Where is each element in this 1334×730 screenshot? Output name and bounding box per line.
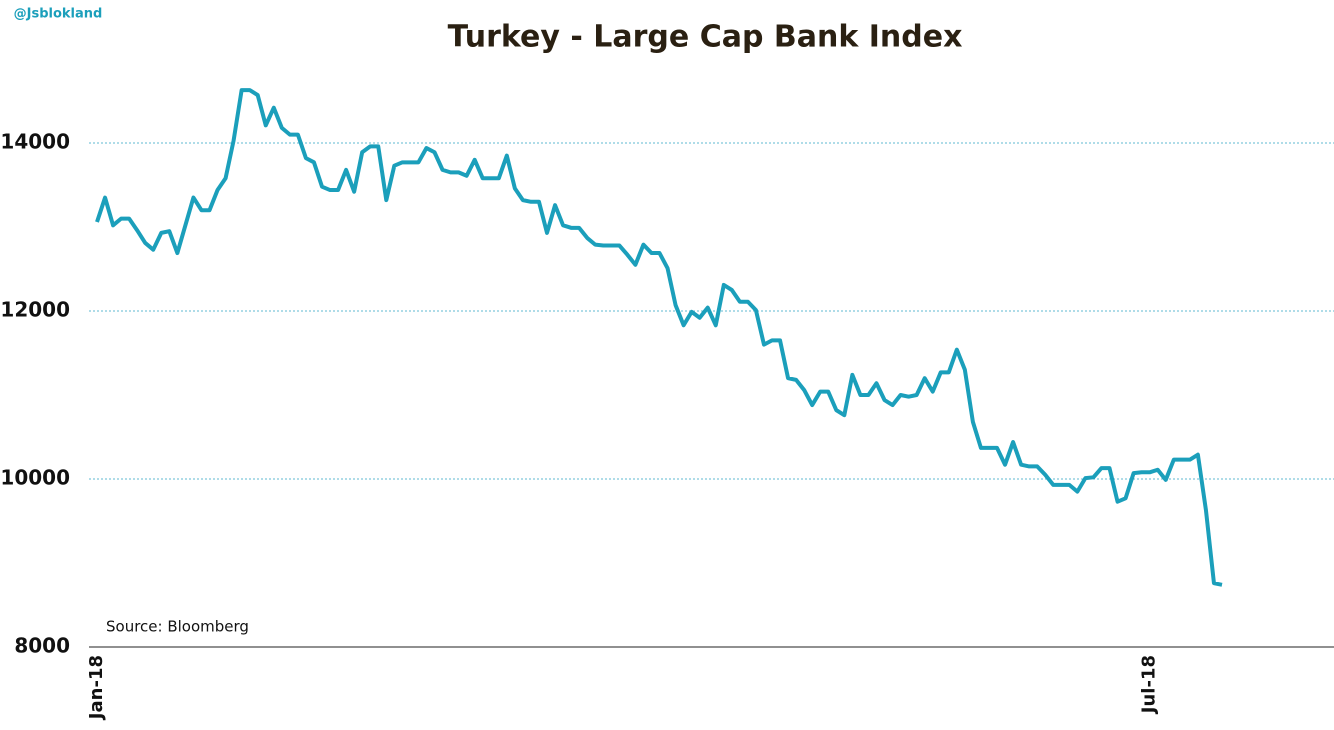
annotation: Source: Bloomberg bbox=[106, 618, 249, 636]
watermark: @Jsblokland bbox=[14, 7, 103, 22]
line bbox=[95, 88, 1223, 587]
chart-title: Turkey - Large Cap Bank Index bbox=[448, 20, 963, 55]
x-tick-label: Jul-18 bbox=[1139, 655, 1160, 715]
y-tick-label: 14000 bbox=[0, 130, 70, 154]
y-tick-label: 8000 bbox=[14, 634, 70, 658]
y-tick-label: 10000 bbox=[0, 466, 70, 490]
x-tick-label: Jan-18 bbox=[86, 655, 107, 721]
y-tick-label: 12000 bbox=[0, 298, 70, 322]
